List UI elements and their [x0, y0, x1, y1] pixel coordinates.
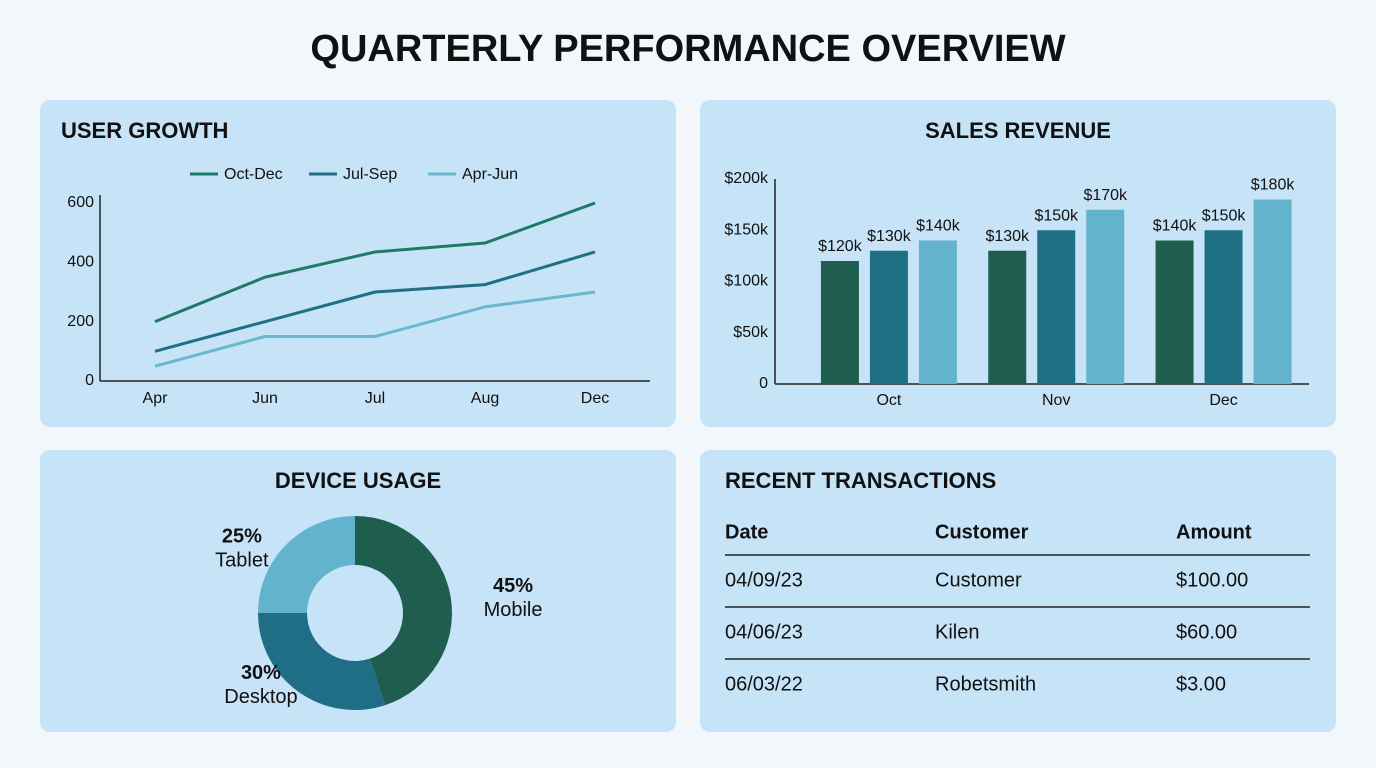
y-tick-label: 0	[759, 375, 768, 392]
page-title: QUARTERLY PERFORMANCE OVERVIEW	[310, 28, 1065, 70]
y-tick-label: 0	[85, 372, 94, 389]
y-tick-label: 200	[67, 313, 94, 330]
panel	[700, 450, 1336, 732]
table-cell: 04/09/23	[725, 569, 803, 591]
bar	[1037, 230, 1076, 384]
table-cell: Robetsmith	[935, 673, 1036, 695]
x-tick-label: Oct	[876, 392, 901, 409]
table-cell: 04/06/23	[725, 621, 803, 643]
table-cell: $3.00	[1176, 673, 1226, 695]
line-series	[154, 201, 596, 324]
y-tick-label: $150k	[724, 221, 769, 238]
bar-value-label: $130k	[985, 228, 1030, 245]
line-series	[154, 290, 596, 368]
bar-value-label: $140k	[916, 218, 961, 235]
line-series	[154, 250, 596, 353]
table-cell: Customer	[935, 569, 1022, 591]
table-cell: 06/03/22	[725, 673, 803, 695]
slice-value-label: 25%	[222, 526, 262, 548]
x-tick-label: Jul	[365, 390, 385, 407]
table-cell: Kilen	[935, 621, 979, 643]
pie-slice	[355, 516, 453, 706]
legend-label: Oct-Dec	[224, 166, 283, 183]
bar	[820, 261, 859, 384]
table-header: Date	[725, 521, 768, 543]
y-tick-label: $100k	[724, 273, 769, 290]
bar-value-label: $180k	[1251, 177, 1296, 194]
panel	[40, 450, 676, 732]
bar	[1155, 240, 1194, 384]
table-cell: $60.00	[1176, 621, 1237, 643]
panel-title: DEVICE USAGE	[275, 468, 441, 493]
slice-label: Desktop	[224, 686, 297, 708]
table-cell: $100.00	[1176, 569, 1248, 591]
y-tick-label: 600	[67, 194, 94, 211]
panel-title: SALES REVENUE	[925, 118, 1111, 143]
bar	[1253, 199, 1292, 384]
x-tick-label: Nov	[1042, 392, 1070, 409]
panel-title: RECENT TRANSACTIONS	[725, 468, 996, 493]
x-tick-label: Dec	[581, 390, 609, 407]
x-tick-label: Aug	[471, 390, 499, 407]
panel-title: USER GROWTH	[61, 118, 228, 143]
table-header: Amount	[1176, 521, 1252, 543]
legend-label: Jul-Sep	[343, 166, 397, 183]
bar	[1086, 209, 1125, 384]
bar-value-label: $130k	[867, 228, 912, 245]
bar	[1204, 230, 1243, 384]
y-tick-label: $200k	[724, 170, 769, 187]
y-tick-label: $50k	[733, 324, 769, 341]
bar-value-label: $150k	[1202, 207, 1247, 224]
bar-value-label: $120k	[818, 238, 863, 255]
bar-value-label: $170k	[1083, 187, 1128, 204]
slice-label: Tablet	[215, 550, 269, 572]
slice-label: Mobile	[484, 599, 543, 621]
slice-value-label: 45%	[493, 575, 533, 597]
bar	[918, 240, 957, 384]
x-tick-label: Apr	[143, 390, 169, 407]
table-header: Customer	[935, 521, 1029, 543]
y-tick-label: 400	[67, 254, 94, 271]
bar	[869, 250, 908, 384]
bar	[988, 250, 1027, 384]
pie-slice	[258, 613, 385, 710]
bar-value-label: $150k	[1034, 207, 1079, 224]
x-tick-label: Dec	[1209, 392, 1237, 409]
pie-slice	[258, 516, 355, 613]
slice-value-label: 30%	[241, 662, 281, 684]
x-tick-label: Jun	[252, 390, 278, 407]
bar-value-label: $140k	[1153, 218, 1198, 235]
panel	[40, 100, 676, 427]
legend-label: Apr-Jun	[462, 166, 518, 183]
